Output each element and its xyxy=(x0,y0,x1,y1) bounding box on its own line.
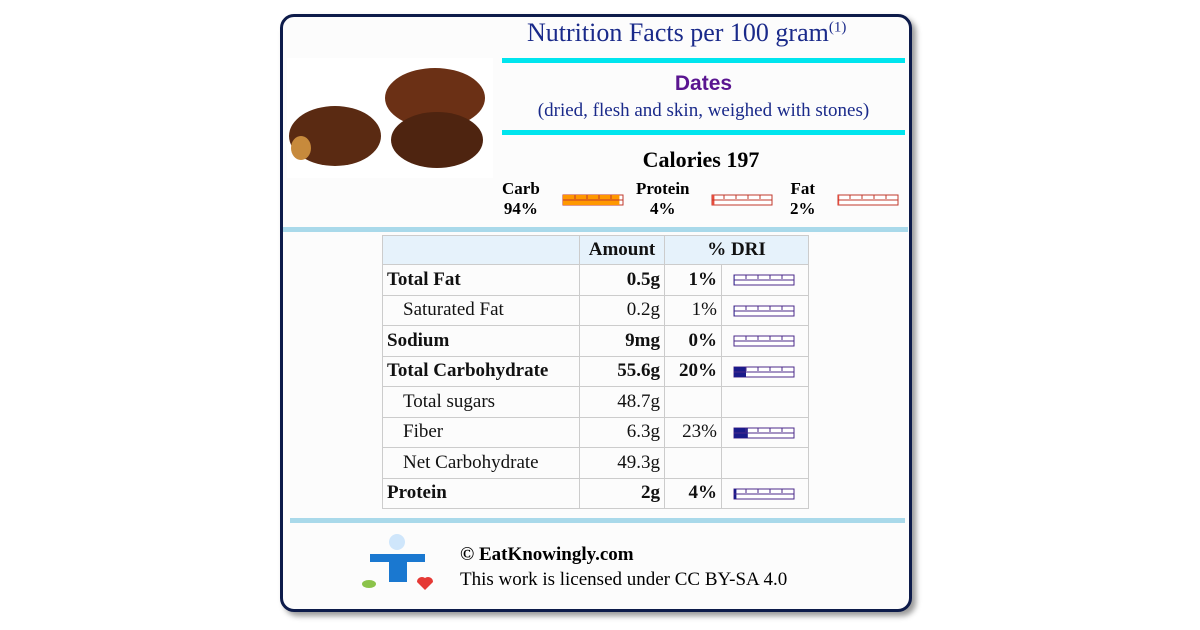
divider xyxy=(502,130,905,135)
dri-bar xyxy=(733,366,795,378)
food-name: Dates xyxy=(674,72,733,95)
title: Nutrition Facts per 100 gram xyxy=(527,18,829,47)
empty-cell xyxy=(664,447,722,479)
empty-cell xyxy=(721,447,809,479)
dri-bar-cell xyxy=(721,477,809,509)
dri-bar xyxy=(733,427,795,439)
logo-circle xyxy=(389,534,405,550)
dri-bar-cell xyxy=(721,416,809,448)
dri-bar xyxy=(733,488,795,500)
dri-bar xyxy=(733,305,795,317)
nutrient-name: Net Carbohydrate xyxy=(382,447,580,479)
dri-bar-cell xyxy=(721,294,809,326)
logo xyxy=(362,534,433,590)
nutrient-amount: 48.7g xyxy=(579,386,665,418)
macro-name: Fat xyxy=(790,179,816,198)
nutrient-amount: 6.3g xyxy=(579,416,665,448)
title-wrap: Nutrition Facts per 100 gram(1) xyxy=(527,18,846,48)
calories-label: Calories xyxy=(642,147,721,172)
dri-percent: 20% xyxy=(664,355,722,387)
calories-value: 197 xyxy=(726,147,760,172)
calories: Calories 197 xyxy=(502,147,900,173)
nutrient-amount: 0.2g xyxy=(579,294,665,326)
license: This work is licensed under CC BY-SA 4.0 xyxy=(460,569,788,590)
nutrient-name: Total sugars xyxy=(382,386,580,418)
header-row: Amount% DRI xyxy=(382,235,809,265)
nutrient-row: Total Carbohydrate 55.6g 20% xyxy=(382,355,809,387)
nutrient-amount: 0.5g xyxy=(579,264,665,296)
empty-cell xyxy=(721,386,809,418)
nutrient-amount: 55.6g xyxy=(579,355,665,387)
nutrient-amount: 49.3g xyxy=(579,447,665,479)
empty-cell xyxy=(664,386,722,418)
nutrient-amount: 2g xyxy=(579,477,665,509)
dri-bar xyxy=(711,194,773,206)
header-cell: % DRI xyxy=(664,235,809,265)
divider xyxy=(290,518,905,523)
logo-leaf xyxy=(362,580,376,588)
dri-bar xyxy=(562,194,624,206)
logo-figure xyxy=(370,554,425,582)
header-cell: Amount xyxy=(579,235,665,265)
divider xyxy=(502,58,905,63)
copyright: © EatKnowingly.com xyxy=(460,544,634,565)
macro-label: Carb 94% xyxy=(502,179,540,219)
dri-percent: 4% xyxy=(664,477,722,509)
macro-name: Protein xyxy=(636,179,690,198)
dri-bar xyxy=(837,194,899,206)
divider xyxy=(283,227,908,232)
macro-label: Fat 2% xyxy=(790,179,816,219)
nutrient-row: Total Fat 0.5g 1% xyxy=(382,264,809,296)
food-description: (dried, flesh and skin, weighed with sto… xyxy=(537,100,870,121)
nutrient-row: Saturated Fat 0.2g 1% xyxy=(382,294,809,326)
macro-percent: 4% xyxy=(650,199,676,218)
dri-percent: 23% xyxy=(664,416,722,448)
macro-label: Protein 4% xyxy=(636,179,690,219)
nutrient-name: Sodium xyxy=(382,325,580,357)
dri-percent: 0% xyxy=(664,325,722,357)
date xyxy=(289,106,381,166)
nutrient-name: Total Fat xyxy=(382,264,580,296)
title-note: (1) xyxy=(828,19,847,36)
dri-bar xyxy=(733,274,795,286)
dri-percent: 1% xyxy=(664,294,722,326)
date xyxy=(385,68,485,128)
dri-percent: 1% xyxy=(664,264,722,296)
date xyxy=(391,112,483,168)
nutrient-table: Amount% DRI Total Fat 0.5g 1% Saturated Fat… xyxy=(382,235,809,509)
dri-bar-cell xyxy=(721,355,809,387)
nutrient-name: Saturated Fat xyxy=(382,294,580,326)
nutrient-row: Protein 2g 4% xyxy=(382,477,809,509)
macro-name: Carb xyxy=(502,179,540,198)
nutrient-row: Fiber 6.3g 23% xyxy=(382,416,809,448)
dri-bar-cell xyxy=(721,264,809,296)
dri-bar-cell xyxy=(721,325,809,357)
food-image xyxy=(287,58,493,178)
nutrient-name: Total Carbohydrate xyxy=(382,355,580,387)
dri-bar xyxy=(733,335,795,347)
nutrient-amount: 9mg xyxy=(579,325,665,357)
header-cell xyxy=(382,235,580,265)
nutrient-row: Net Carbohydrate 49.3g xyxy=(382,447,809,479)
date-end xyxy=(291,136,311,160)
macro-percent: 94% xyxy=(503,199,538,218)
nutrient-name: Fiber xyxy=(382,416,580,448)
logo-heart xyxy=(417,577,433,590)
macro-percent: 2% xyxy=(790,199,816,218)
nutrient-name: Protein xyxy=(382,477,580,509)
nutrient-row: Sodium 9mg 0% xyxy=(382,325,809,357)
nutrient-row: Total sugars 48.7g xyxy=(382,386,809,418)
